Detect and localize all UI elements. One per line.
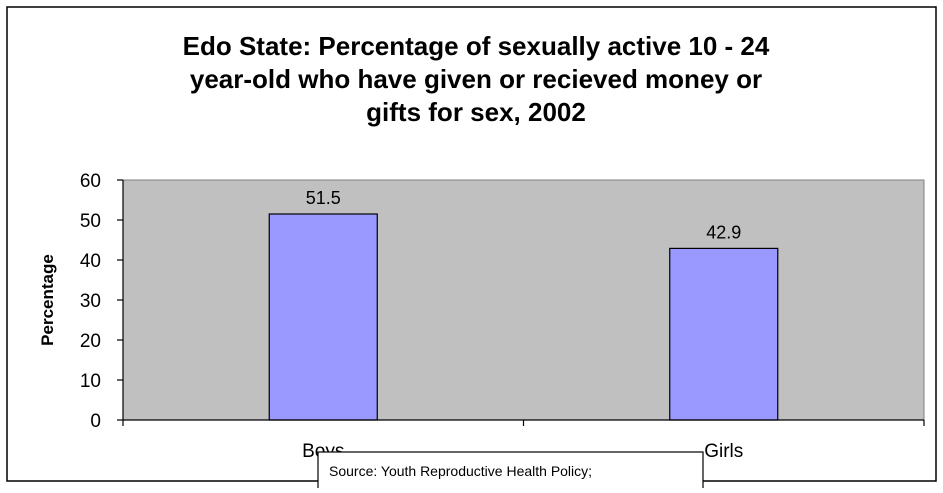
chart-title-line-1: Edo State: Percentage of sexually active… <box>183 31 770 61</box>
source-note-box <box>317 451 704 493</box>
bar-boys <box>268 213 378 421</box>
plot-area <box>122 179 925 421</box>
y-tick-label-40: 40 <box>80 251 101 272</box>
source-note-text: Source: Youth Reproductive Health Policy… <box>329 463 592 479</box>
x-tick-label-girls: Girls <box>704 441 743 462</box>
source-note: Source: Youth Reproductive Health Policy… <box>317 451 704 493</box>
data-label-girls: 42.9 <box>706 222 741 242</box>
y-axis-label: Percentage <box>38 254 57 346</box>
bar-girls <box>669 247 779 421</box>
chart-title-line-3: gifts for sex, 2002 <box>366 97 586 127</box>
data-label-boys: 51.5 <box>306 188 341 208</box>
y-tick-label-20: 20 <box>80 331 101 352</box>
y-tick-label-60: 60 <box>80 171 101 192</box>
y-tick-label-50: 50 <box>80 211 101 232</box>
y-tick-label-30: 30 <box>80 291 101 312</box>
y-tick-label-0: 0 <box>90 411 101 432</box>
chart-title-line-2: year-old who have given or recieved mone… <box>190 64 762 94</box>
bars-layer: 51.5 42.9 <box>268 188 779 421</box>
y-tick-label-10: 10 <box>80 371 101 392</box>
